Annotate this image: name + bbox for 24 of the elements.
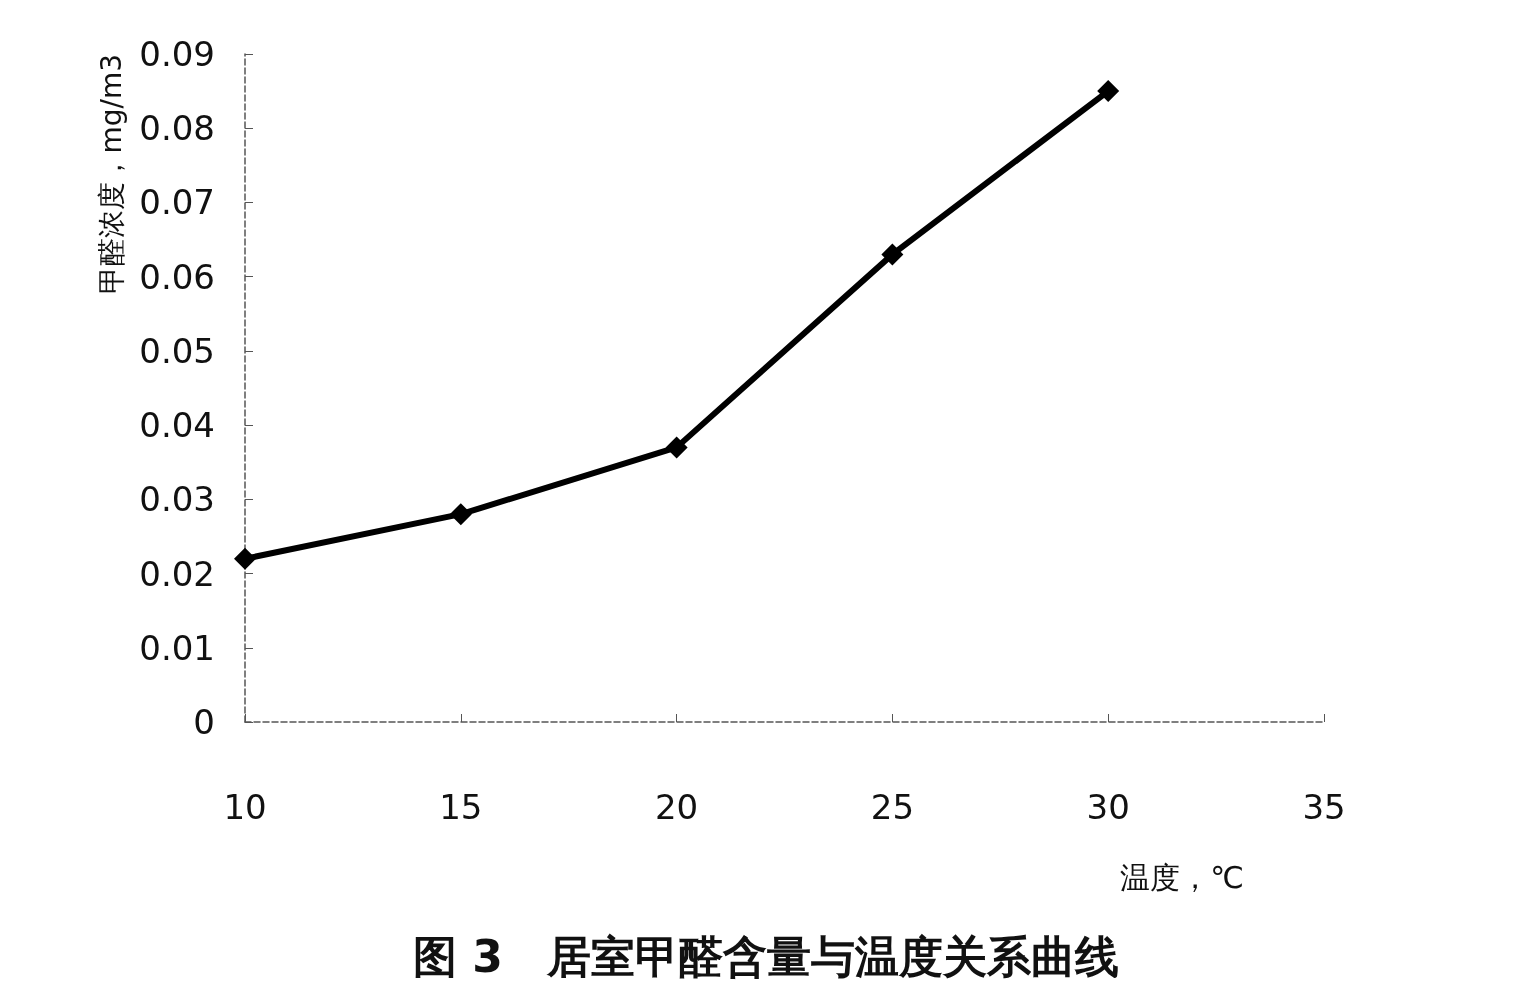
text: 图 3 居室甲醛含量与温度关系曲线 bbox=[413, 930, 1119, 982]
y-tick-label: 0 bbox=[193, 702, 215, 742]
point bbox=[881, 243, 904, 266]
x-tick-label: 20 bbox=[654, 787, 699, 827]
y-tick-label: 0.03 bbox=[139, 479, 215, 520]
y-tick-label: 0.07 bbox=[139, 182, 215, 223]
y-tick-label: 0.05 bbox=[139, 330, 215, 371]
point bbox=[665, 436, 688, 459]
point bbox=[449, 503, 472, 526]
y-tick-label: 0.09 bbox=[139, 34, 215, 74]
y-tick-label: 0.02 bbox=[139, 553, 215, 594]
x-tick-label: 15 bbox=[439, 787, 483, 827]
y-tick-label: 0.08 bbox=[139, 108, 215, 149]
point bbox=[1097, 80, 1120, 103]
x-tick-label: 35 bbox=[1302, 787, 1346, 827]
y-tick-label: 0.04 bbox=[139, 405, 215, 446]
y-tick-label: 0.01 bbox=[139, 627, 215, 668]
x-tick-label: 30 bbox=[1086, 787, 1130, 827]
point bbox=[234, 547, 256, 570]
x-axis-title: 温度，℃ bbox=[1120, 859, 1244, 895]
y-tick-label: 0.06 bbox=[139, 256, 215, 297]
x-tick-label: 25 bbox=[870, 787, 915, 827]
x-tick-label: 10 bbox=[223, 787, 267, 827]
y-axis-title: 甲醛浓度，mg/m3 bbox=[94, 54, 128, 294]
